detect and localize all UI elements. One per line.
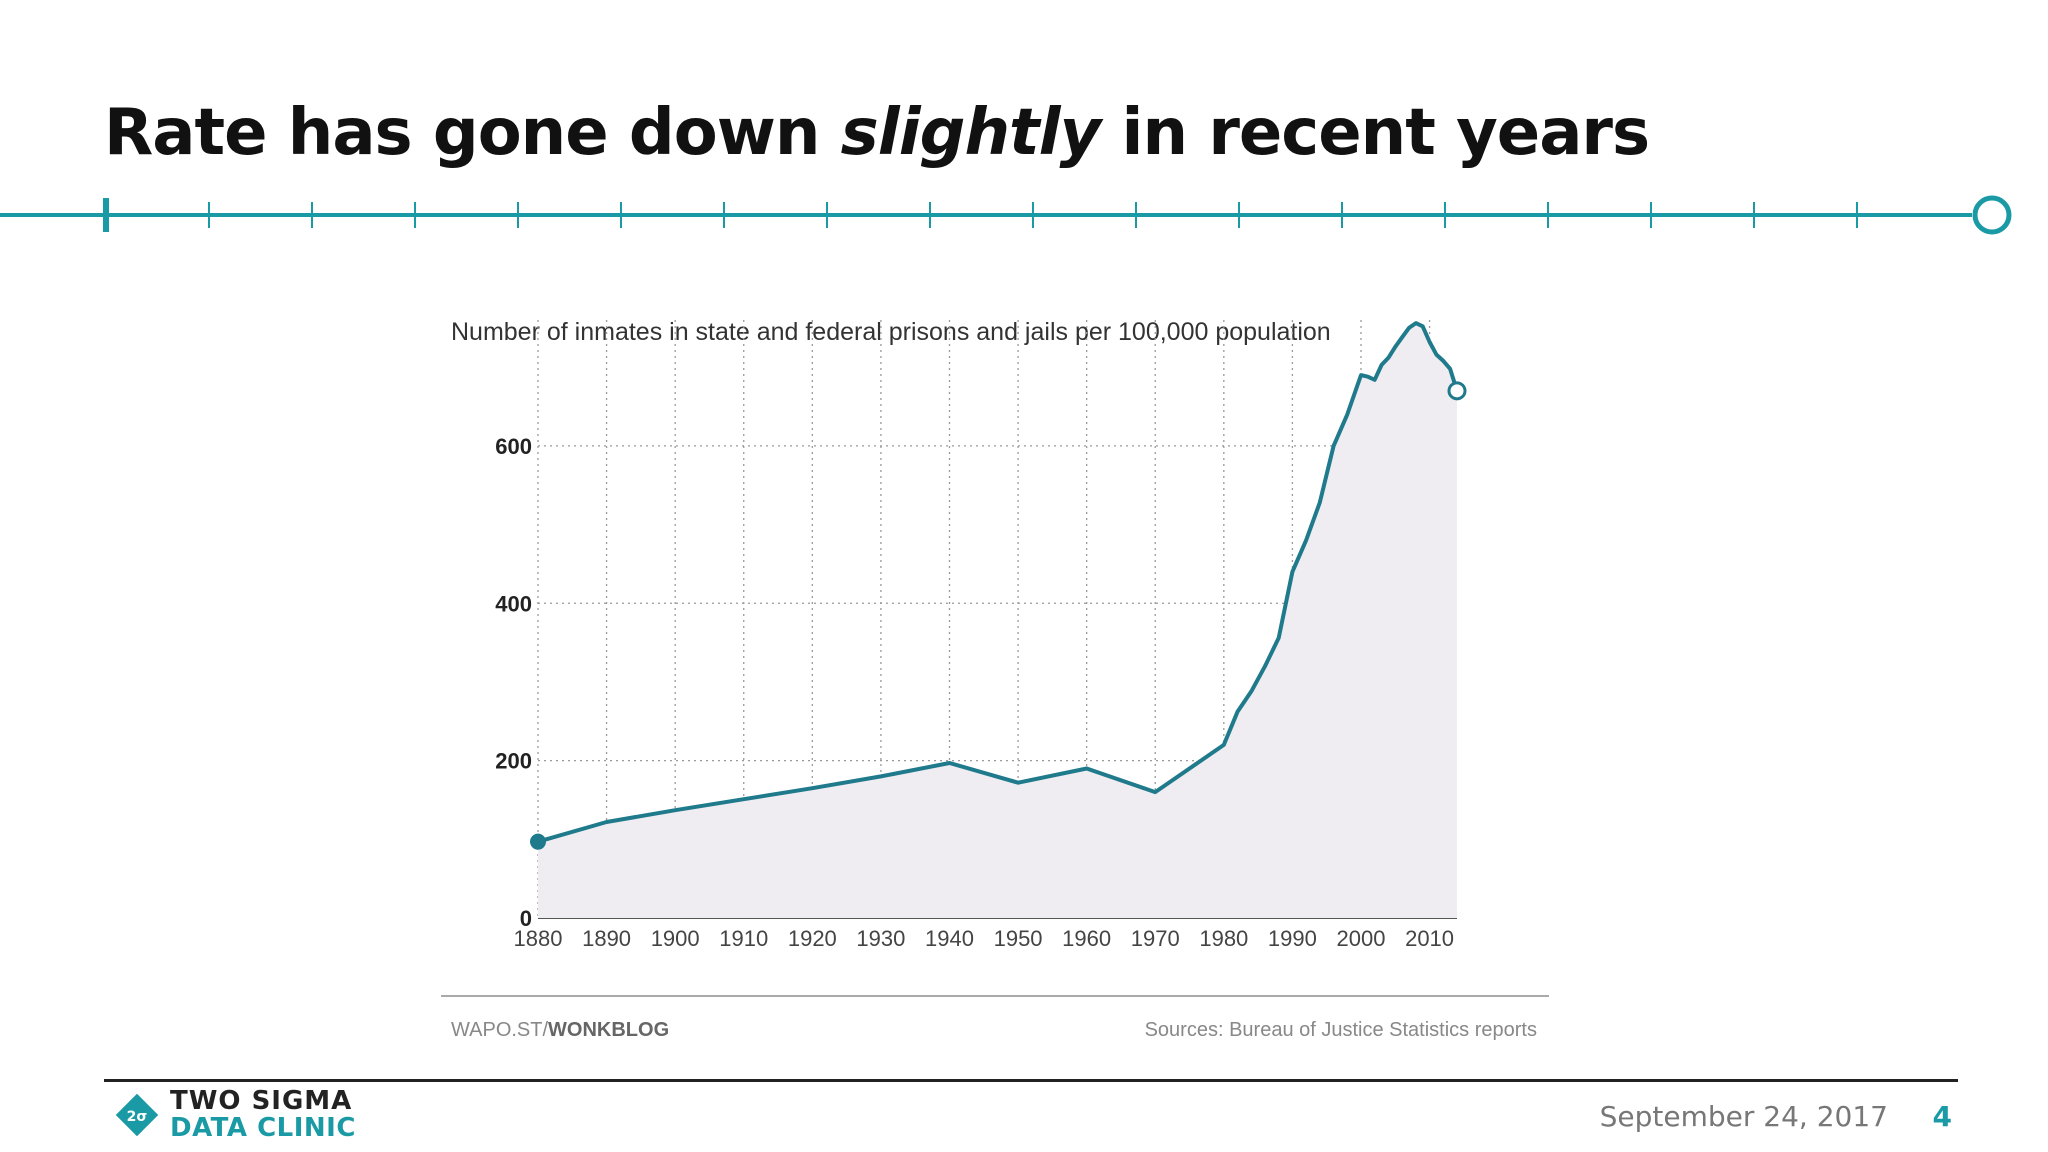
series-points [530, 381, 1467, 850]
y-tick-label: 200 [495, 749, 532, 774]
page-number: 4 [1932, 1100, 1952, 1133]
y-axis-ticks: 0 200 400 600 [495, 434, 532, 931]
logo-text: TWO SIGMA DATA CLINIC [170, 1088, 356, 1142]
series-area [538, 323, 1457, 919]
title-part-2: in recent years [1100, 96, 1650, 170]
source-prefix: WAPO.ST/ [451, 1019, 548, 1041]
x-axis-ticks: 1880 1890 1900 1910 1920 1930 1940 1950 1960 1970… [514, 926, 1455, 951]
y-tick-label: 0 [520, 906, 532, 931]
logo-line-2: DATA CLINIC [170, 1113, 356, 1143]
series-start-point [530, 833, 546, 850]
two-sigma-diamond-icon: 2σ [115, 1093, 159, 1137]
chart-title: Number of inmates in state and federal p… [451, 318, 1331, 346]
x-tick-label: 2000 [1337, 926, 1386, 951]
title-part-1: Rate has gone down [104, 96, 841, 170]
series-end-point [1447, 381, 1467, 401]
logo-line-1: TWO SIGMA [170, 1086, 353, 1116]
y-tick-label: 400 [495, 591, 532, 616]
logo-mark-glyph: 2σ [127, 1109, 148, 1125]
x-tick-label: 1970 [1131, 926, 1180, 951]
x-tick-label: 1920 [788, 926, 837, 951]
chart-card: Number of inmates in state and federal p… [316, 258, 1716, 1058]
x-tick-label: 1980 [1199, 926, 1248, 951]
x-tick-label: 2010 [1405, 926, 1454, 951]
timeline-ticks [208, 202, 1858, 228]
x-tick-label: 1930 [856, 926, 905, 951]
x-tick-label: 1910 [719, 926, 768, 951]
series-line [536, 321, 1459, 844]
x-tick-label: 1990 [1268, 926, 1317, 951]
y-tick-label: 600 [495, 434, 532, 459]
x-tick-label: 1890 [582, 926, 631, 951]
timeline-end-circle [1972, 195, 2012, 235]
chart-sources: Sources: Bureau of Justice Statistics re… [1145, 1019, 1537, 1041]
chart-source-brand[interactable]: WAPO.ST/WONKBLOG [451, 1019, 669, 1041]
x-tick-label: 1900 [651, 926, 700, 951]
x-tick-label: 1940 [925, 926, 974, 951]
footer-rule [104, 1079, 1958, 1082]
timeline-divider [0, 195, 2012, 235]
x-tick-label: 1960 [1062, 926, 1111, 951]
x-tick-label: 1880 [514, 926, 563, 951]
chart: Number of inmates in state and federal p… [441, 318, 1549, 1041]
title-emphasis: slightly [840, 96, 1102, 170]
two-sigma-logo: 2σ TWO SIGMA DATA CLINIC [114, 1088, 356, 1142]
slide-title: Rate has gone down slightly in recent ye… [104, 96, 1650, 170]
x-tick-label: 1950 [994, 926, 1043, 951]
source-brand: WONKBLOG [548, 1019, 669, 1041]
footer-date: September 24, 2017 [1599, 1100, 1888, 1133]
